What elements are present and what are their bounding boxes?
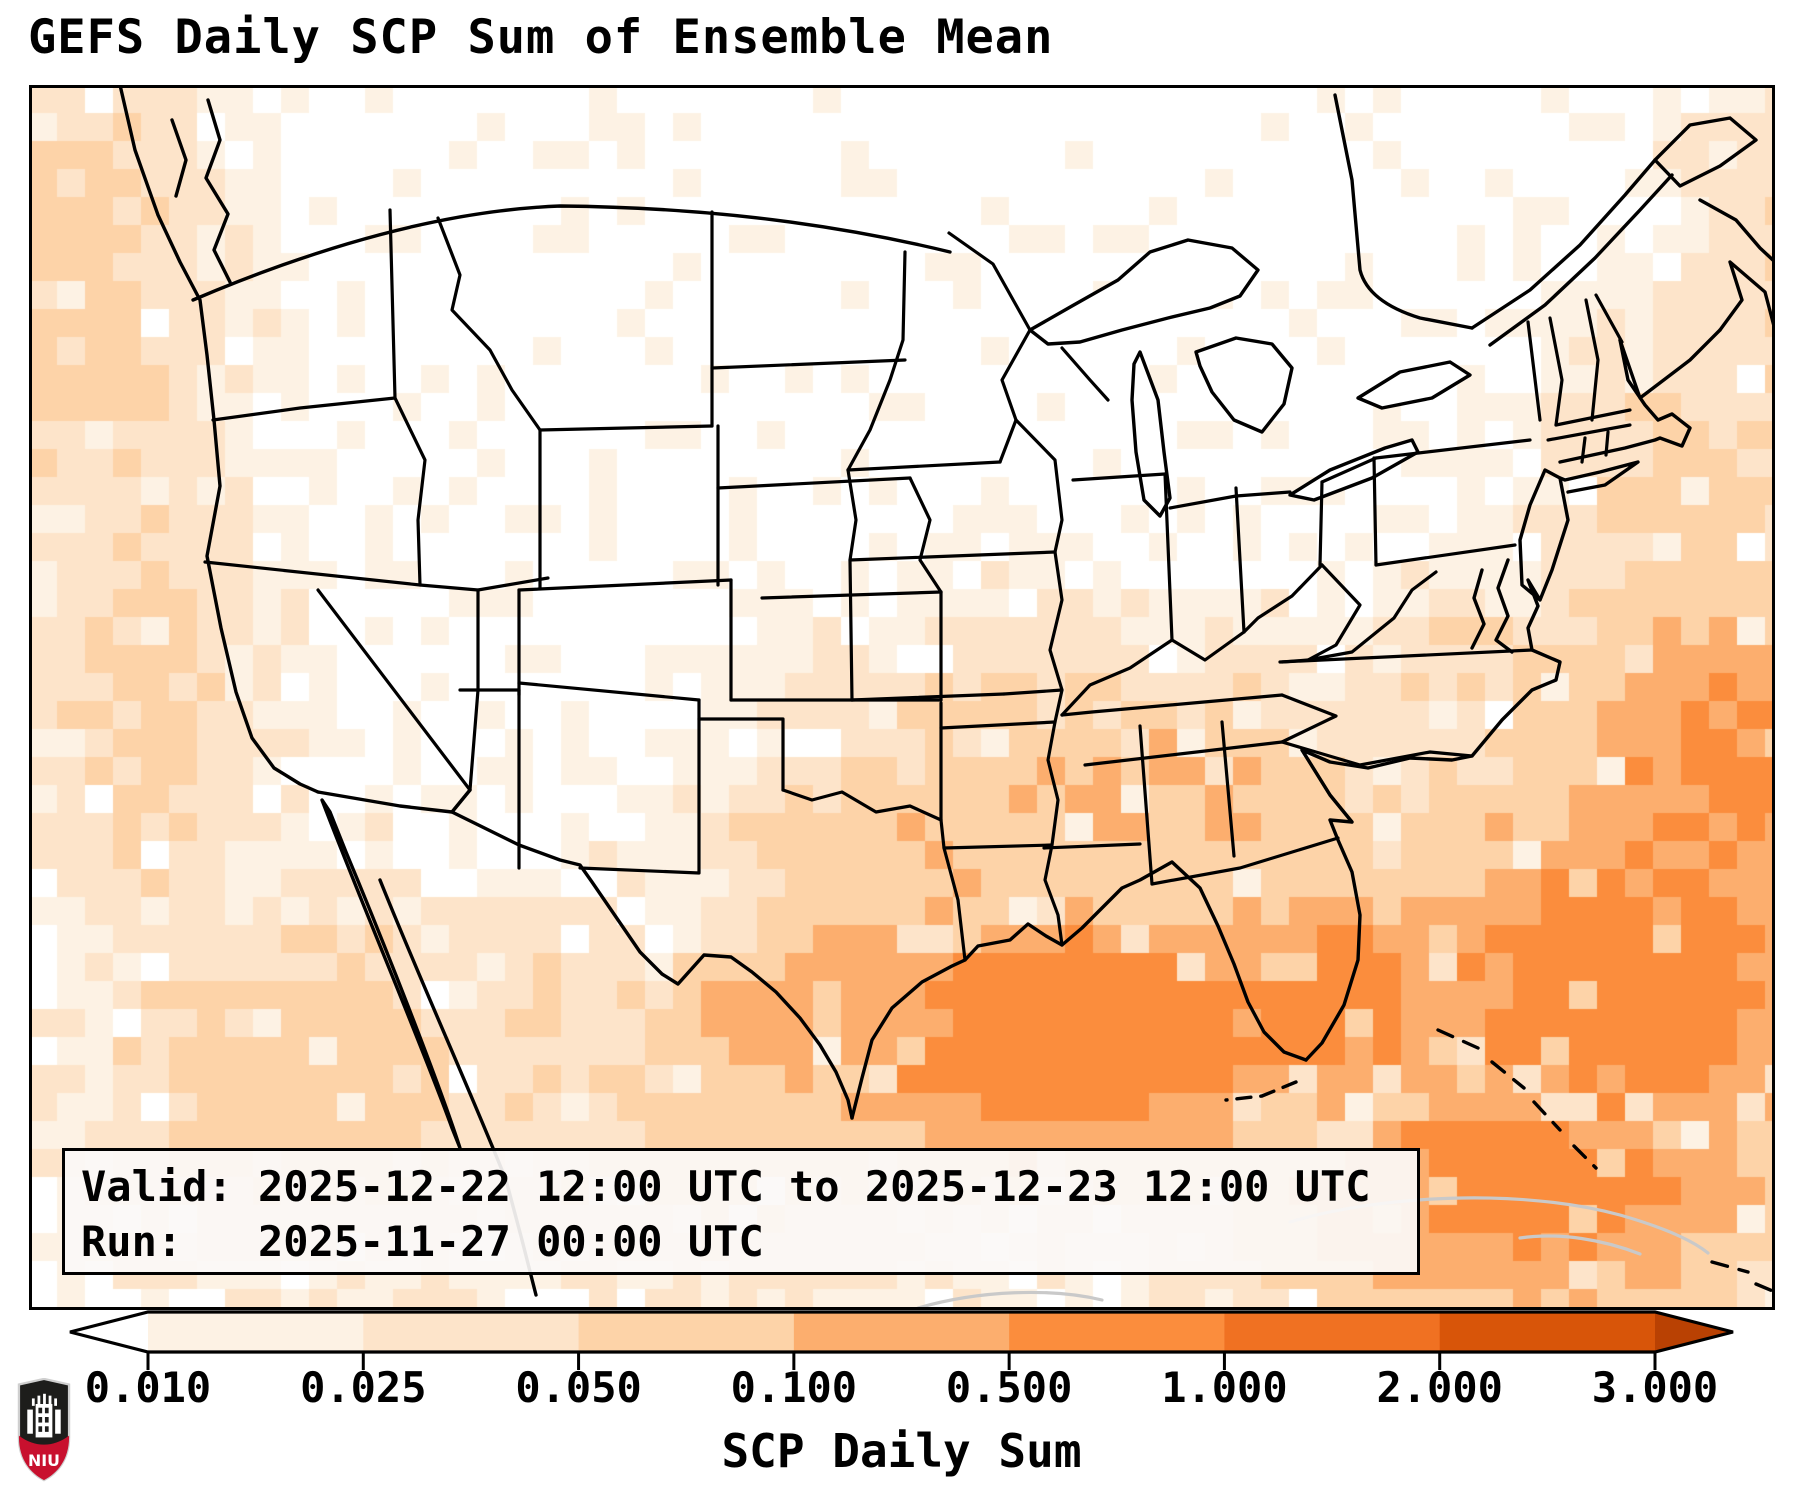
colorbar-tick-label: 0.010 [84,1363,212,1412]
colorbar-outline-and-ticks [69,1310,1734,1370]
niu-logo: NIU [17,1378,71,1482]
colorbar-tick-label: 3.000 [1591,1363,1719,1412]
colorbar-tick-label: 1.000 [1161,1363,1288,1412]
colorbar-tick-label: 0.500 [945,1363,1073,1412]
castle-windows [38,1407,49,1432]
colorbar-tick-label: 2.000 [1376,1363,1503,1412]
run-text: Run: 2025-11-27 00:00 UTC [81,1217,764,1266]
info-box: Valid: 2025-12-22 12:00 UTC to 2025-12-2… [62,1148,1420,1275]
great-lakes [1028,238,1472,518]
state-borders [203,208,1632,962]
valid-text: Valid: 2025-12-22 12:00 UTC to 2025-12-2… [81,1162,1371,1211]
colorbar-axis-label: SCP Daily Sum [721,1424,1082,1478]
niu-logo-text: NIU [28,1451,60,1470]
coastline [118,85,1775,1297]
colorbar-segments [70,1312,1733,1352]
page-title: GEFS Daily SCP Sum of Ensemble Mean [28,10,1054,65]
colorbar [69,1310,1734,1370]
colorbar-tick-label: 0.100 [730,1363,858,1412]
colorbar-tick-label: 0.050 [515,1363,642,1412]
colorbar-tick-label: 0.025 [300,1363,427,1412]
forecast-map [29,85,1775,1310]
us-basemap [118,85,1775,1310]
castle-icon [27,1393,61,1438]
niu-shield-red [18,1435,70,1481]
